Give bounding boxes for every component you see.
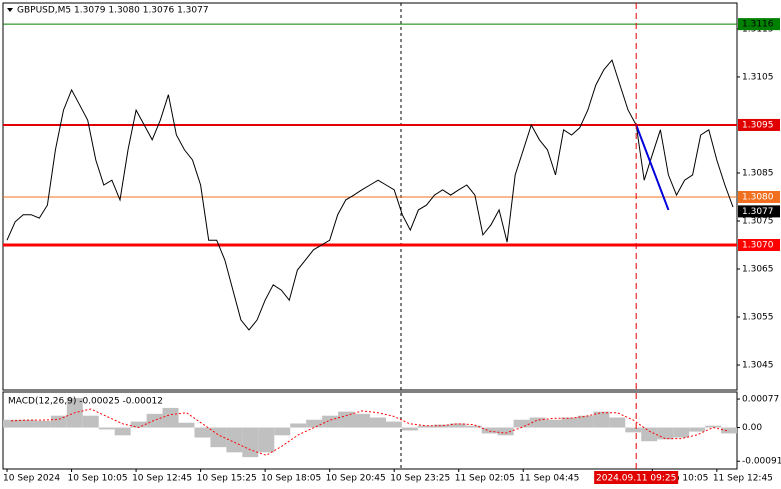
- macd-bar: [274, 427, 291, 436]
- macd-bar: [82, 415, 99, 428]
- macd-bar: [641, 427, 658, 442]
- macd-bar: [657, 427, 674, 440]
- macd-bar: [689, 427, 706, 432]
- macd-bar: [98, 427, 115, 430]
- level-box: [738, 118, 780, 131]
- macd-bar: [673, 427, 690, 438]
- macd-bar: [258, 427, 275, 453]
- y-tick-label: 1.3075: [742, 216, 774, 226]
- macd-bar: [433, 424, 450, 428]
- y-tick-label: 1.3065: [742, 265, 774, 275]
- x-tick-label: 10 Sep 2024: [3, 474, 60, 484]
- x-tick-label: 10 Sep 12:45: [132, 474, 192, 484]
- x-tick-label: 10 Sep 20:45: [326, 474, 386, 484]
- y-tick-label: 1.3105: [742, 72, 774, 82]
- macd-bar: [50, 415, 67, 428]
- macd-bar: [497, 427, 514, 436]
- macd-bar: [370, 417, 386, 428]
- level-box: [738, 238, 780, 251]
- macd-bar: [354, 413, 370, 428]
- x-tick-label: 10 Sep 10:05: [68, 474, 128, 484]
- macd-bar: [513, 419, 530, 428]
- x-tick-label: 11 Sep 10:05: [648, 474, 708, 484]
- y-tick-label: 1.3085: [742, 168, 774, 178]
- macd-bar: [3, 419, 19, 428]
- cursor-label: 2024.09.11 09:25: [596, 474, 676, 484]
- macd-bar: [385, 421, 402, 428]
- macd-bar: [242, 427, 259, 458]
- y-tick-label: 1.3045: [742, 361, 774, 371]
- macd-bar: [194, 427, 211, 438]
- macd-y-tick-label: -0.00091: [742, 457, 781, 467]
- macd-bar: [306, 419, 323, 428]
- chart-title: GBPUSD,M5 1.3079 1.3080 1.3076 1.3077: [17, 6, 209, 16]
- macd-bar: [18, 419, 35, 428]
- x-tick-label: 10 Sep 23:25: [390, 474, 450, 484]
- cursor-box: [594, 471, 679, 484]
- macd-y-tick-label: 0.00: [742, 423, 762, 433]
- macd-y-tick-label: 0.00077: [742, 395, 779, 405]
- level-label: 1.3116: [742, 20, 774, 30]
- macd-bar: [593, 411, 610, 428]
- x-tick-label: 10 Sep 15:25: [197, 474, 257, 484]
- macd-bar: [178, 422, 195, 428]
- level-label: 1.3070: [742, 240, 774, 250]
- macd-bar: [162, 407, 179, 428]
- macd-bar: [338, 411, 355, 428]
- macd-bar: [545, 419, 562, 428]
- macd-bar: [290, 423, 307, 428]
- level-label: 1.3080: [742, 192, 774, 202]
- last-price-box: [738, 205, 780, 218]
- price-line: [6, 59, 734, 331]
- trend-line: [635, 124, 670, 211]
- plot-layer: 1.3045 1.3055 1.3065 1.3075 1.3085 1.3105 1.31…: [3, 3, 781, 484]
- macd-bar: [465, 425, 482, 428]
- y-tick-label: 1.3055: [742, 313, 774, 323]
- macd-bar: [34, 420, 51, 428]
- macd-bar: [705, 425, 722, 428]
- macd-signal: [10, 408, 730, 456]
- macd-bar: [401, 427, 418, 431]
- macd-bar: [130, 421, 147, 428]
- macd-bar: [577, 415, 594, 428]
- macd-bar: [146, 413, 163, 428]
- macd-bar: [449, 423, 466, 428]
- level-box: [738, 18, 780, 31]
- macd-bar: [529, 417, 546, 428]
- macd-bar: [609, 417, 626, 428]
- x-tick-label: 11 Sep 04:45: [519, 474, 579, 484]
- last-price-label: 1.3077: [742, 207, 774, 217]
- x-tick-label: 10 Sep 18:05: [261, 474, 321, 484]
- macd-bar: [322, 415, 339, 428]
- macd-bar: [625, 427, 642, 433]
- macd-bar: [417, 425, 434, 428]
- macd-bar: [561, 417, 578, 428]
- x-tick-label: 11 Sep 12:45: [713, 474, 773, 484]
- macd-bar: [226, 427, 243, 453]
- macd-bar: [114, 427, 131, 436]
- macd-bar: [721, 427, 737, 434]
- level-box: [738, 190, 780, 203]
- macd-title: MACD(12,26,9) -0.00025 -0.00012: [8, 397, 163, 407]
- macd-bar: [481, 427, 498, 434]
- menu-arrow: [7, 8, 13, 12]
- x-tick-label: 11 Sep 02:05: [455, 474, 515, 484]
- level-label: 1.3095: [742, 120, 774, 130]
